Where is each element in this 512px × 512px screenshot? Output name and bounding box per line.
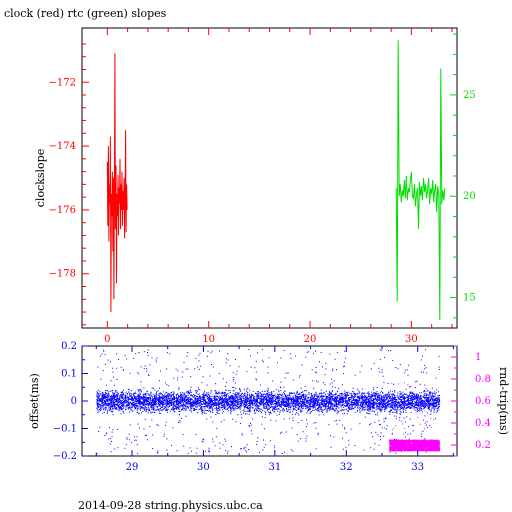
slopes-panel: 0 10 20 30 −172 −174 −176 −178 25 20 15 clockslope [34,27,476,345]
slopes-series [106,40,446,320]
slopes-y2-tick-label: 15 [463,293,476,304]
offset-y-axis-label: offset(ms) [28,373,41,429]
slopes-x-tick-label: 20 [304,334,317,345]
rndtrip-y-tick-label: 0.4 [475,418,491,429]
offset-x-tick-label: 30 [197,462,210,473]
rtc-slope-line [395,40,446,320]
slopes-plot-frame [81,27,458,329]
clock-slope-line [106,53,128,313]
offset-x-tick-label: 31 [268,462,281,473]
slopes-x-tick-label: 0 [104,334,110,345]
chart-title: clock (red) rtc (green) slopes [4,7,167,20]
slopes-y-tick-label: −172 [49,77,76,88]
offset-y-tick-label: 0.2 [61,341,77,352]
slopes-x-tick-label: 10 [202,334,215,345]
rndtrip-y-tick-label: 1 [475,352,481,363]
slopes-axes: 0 10 20 30 −172 −174 −176 −178 25 20 15 [49,28,476,345]
offset-points [96,348,441,455]
offset-x-tick-label: 32 [340,462,353,473]
offset-y-tick-label: 0 [71,396,77,407]
footer-text: 2014-09-28 string.physics.ubc.ca [78,499,263,512]
slopes-y-tick-label: −178 [49,269,76,280]
offset-y-tick-label: −0.1 [53,424,77,435]
offset-y-tick-label: 0.1 [61,369,77,380]
rndtrip-y-tick-label: 0.6 [475,396,491,407]
slopes-y-tick-label: −176 [49,205,76,216]
slopes-y2-tick-label: 25 [463,90,476,101]
slopes-y-tick-label: −174 [49,141,76,152]
offset-scatter-points [96,348,441,455]
offset-y-tick-label: −0.2 [53,451,77,462]
offset-x-tick-label: 29 [126,462,139,473]
rndtrip-y-tick-label: 0.8 [475,374,491,385]
offset-panel: 29 30 31 32 33 0.2 0.1 0 −0.1 −0.2 1 0.8 0.6 0.4 0.2 o… [28,341,510,473]
rndtrip-y-axis-label: rnd-trip(ms) [497,367,510,435]
slopes-y2-tick-label: 20 [463,191,476,202]
slopes-y-axis-label: clockslope [34,149,47,207]
offset-x-tick-label: 33 [411,462,424,473]
rndtrip-scatter-points [389,382,441,452]
offset-axes: 29 30 31 32 33 0.2 0.1 0 −0.1 −0.2 1 0.8 0.6 0.4 0.2 [53,341,491,473]
slopes-x-tick-label: 30 [405,334,418,345]
rndtrip-y-tick-label: 0.2 [475,440,491,451]
